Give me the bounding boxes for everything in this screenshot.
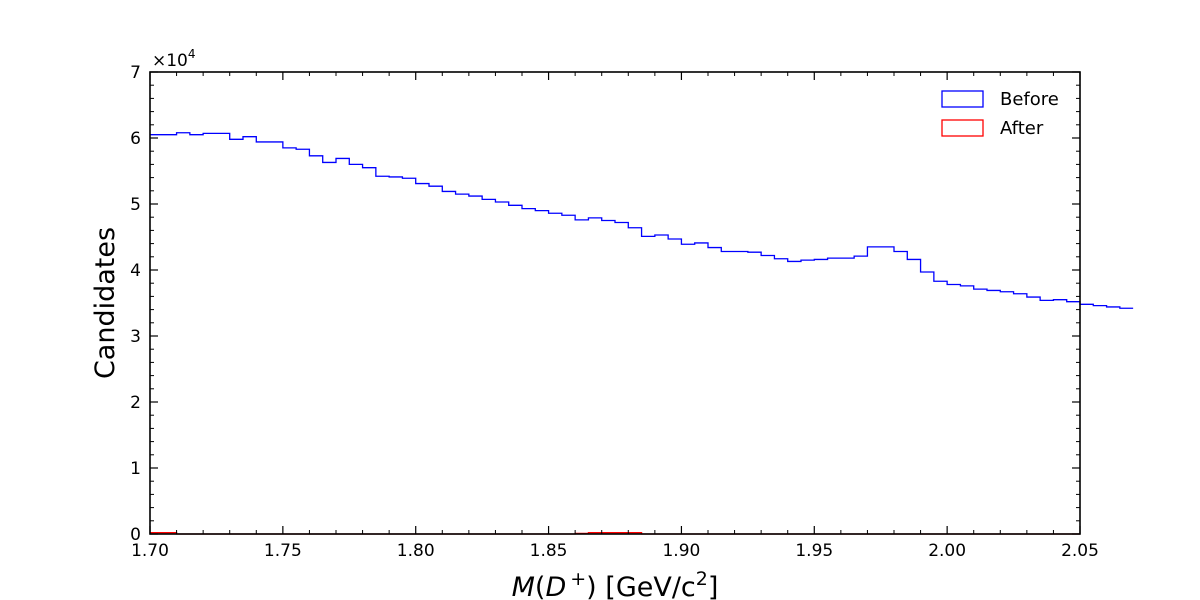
- x-tick-label: 1.90: [662, 541, 700, 561]
- series-layer: [150, 132, 1134, 535]
- y-tick-label: 0: [130, 525, 141, 545]
- y-tick-label: 7: [130, 63, 141, 83]
- y-tick-label: 5: [130, 195, 141, 215]
- x-tick-label: 2.00: [928, 541, 966, 561]
- legend-label-after: After: [1000, 118, 1044, 139]
- x-tick-label: 1.85: [530, 541, 568, 561]
- x-tick-label: 1.75: [264, 541, 302, 561]
- x-axis-title: M(D +) [GeV/c2]: [512, 568, 719, 600]
- y-axis-title: Candidates: [90, 227, 121, 379]
- legend: Before After: [941, 89, 1059, 139]
- series-line-before: [150, 132, 1134, 309]
- x-tick-label: 2.05: [1061, 541, 1099, 561]
- y-tick-label: 3: [130, 327, 141, 347]
- y-tick-label: 1: [130, 459, 141, 479]
- ticks-layer: 1.70 1.75 1.80 1.85 1.90 1.95 2.00 2.05 0 1 2 3 4 5 6 7: [130, 63, 1099, 561]
- y-multiplier-label: ×104: [152, 47, 196, 71]
- x-tick-label: 1.80: [397, 541, 435, 561]
- legend-swatch-after: [941, 119, 984, 137]
- legend-swatch-before: [941, 90, 984, 108]
- x-tick-label: 1.95: [795, 541, 833, 561]
- y-tick-label: 2: [130, 393, 141, 413]
- y-tick-label: 6: [130, 129, 141, 149]
- legend-label-before: Before: [1000, 89, 1059, 110]
- x-tick-label: 1.70: [131, 541, 169, 561]
- plot-frame: [149, 71, 1081, 535]
- y-tick-label: 4: [130, 261, 141, 281]
